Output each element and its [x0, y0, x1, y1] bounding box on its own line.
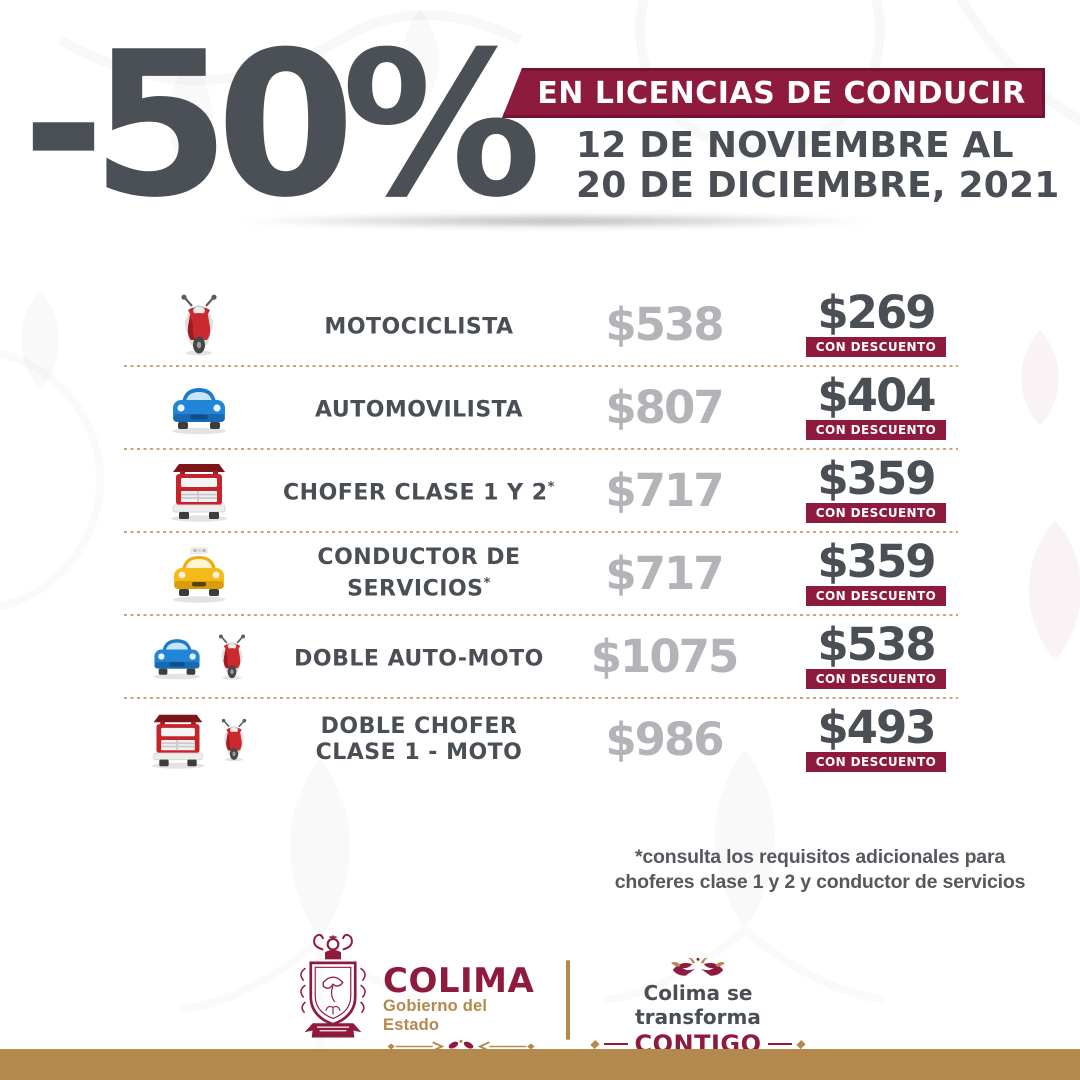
car-icon	[167, 381, 231, 435]
license-label: CHOFER CLASE 1 Y 2	[283, 480, 548, 506]
footnote-line-1: *consulta los requisitos adicionales par…	[634, 846, 1005, 868]
date-line-1: 12 DE NOVIEMBRE AL	[576, 125, 1014, 166]
asterisk: *	[483, 575, 491, 591]
discount-price: $538	[817, 618, 936, 671]
date-line-2: 20 DE DICIEMBRE, 2021	[576, 165, 1060, 206]
discount-badge: CON DESCUENTO	[805, 420, 947, 440]
footer-divider	[566, 960, 570, 1040]
regular-price: $717	[605, 464, 724, 517]
header-shadow	[105, 211, 1005, 231]
discount-price: $493	[817, 701, 936, 754]
footnote-line-2: choferes clase 1 y 2 y conductor de serv…	[614, 871, 1026, 893]
license-label: DOBLE AUTO-MOTO	[294, 646, 544, 672]
government-brand: COLIMA Gobierno del Estado	[383, 961, 543, 1055]
truck-icon	[148, 711, 208, 769]
regular-price: $1075	[590, 630, 740, 683]
car-icon	[149, 633, 205, 680]
license-label: AUTOMOVILISTA	[314, 397, 523, 423]
license-label: MOTOCICLISTA	[324, 314, 514, 340]
brand-name: COLIMA	[383, 961, 535, 1001]
discount-price: $359	[817, 535, 936, 588]
footer-gold-bar	[0, 1049, 1080, 1080]
birds-ornament-icon	[669, 955, 727, 979]
asterisk: *	[547, 479, 555, 495]
license-label-line1: DOBLE CHOFER	[320, 713, 518, 739]
table-row-chofer: CHOFER CLASE 1 Y 2* $717 $359 CON DESCUE…	[124, 449, 958, 533]
discount-badge: CON DESCUENTO	[805, 669, 947, 689]
footnote: *consulta los requisitos adicionales par…	[600, 845, 1040, 895]
license-label-line2: CLASE 1 - MOTO	[315, 739, 523, 765]
discount-badge: CON DESCUENTO	[805, 337, 947, 357]
discount-badge: CON DESCUENTO	[805, 503, 947, 523]
line-ornament	[767, 1043, 793, 1045]
colima-coat-of-arms	[293, 931, 373, 1041]
discount-badge: CON DESCUENTO	[805, 752, 947, 772]
table-row-motociclista: MOTOCICLISTA $538 $269 CON DESCUENTO	[124, 283, 958, 367]
regular-price: $807	[605, 381, 724, 434]
table-row-conductor-servicios: CONDUCTOR DE SERVICIOS* $717 $359 CON DE…	[124, 532, 958, 616]
brand-subtitle: Gobierno del Estado	[383, 997, 488, 1034]
discount-price: $404	[817, 369, 936, 422]
regular-price: $538	[605, 298, 724, 351]
footer: COLIMA Gobierno del Estado Colima se tra…	[0, 925, 1080, 1057]
discount-percentage: -50%	[22, 9, 542, 242]
table-row-doble-chofer-moto: DOBLE CHOFER CLASE 1 - MOTO $986 $493 CO…	[124, 698, 958, 781]
taxi-icon	[168, 545, 230, 603]
diamond-ornament	[796, 1039, 806, 1049]
discount-badge: CON DESCUENTO	[805, 586, 947, 606]
table-row-automovilista: AUTOMOVILISTA $807 $404 CON DESCUENTO	[124, 366, 958, 450]
motorcycle-icon	[176, 294, 222, 356]
regular-price: $717	[605, 547, 724, 600]
license-label: CONDUCTOR DE SERVICIOS	[317, 544, 521, 602]
license-price-table: MOTOCICLISTA $538 $269 CON DESCUENTO AUT…	[124, 283, 958, 781]
regular-price: $986	[605, 713, 724, 766]
motorcycle-icon	[218, 718, 250, 762]
state-slogan: Colima se transforma CONTIGO	[590, 955, 806, 1057]
line-ornament	[603, 1043, 629, 1045]
promo-dates: 12 DE NOVIEMBRE AL 20 DE DICIEMBRE, 2021	[576, 126, 1060, 206]
banner-label: EN LICENCIAS DE CONDUCIR	[537, 75, 1026, 111]
discount-price: $359	[817, 452, 936, 505]
motorcycle-icon	[215, 634, 249, 680]
discount-banner: EN LICENCIAS DE CONDUCIR	[502, 68, 1045, 118]
table-row-doble-auto-moto: DOBLE AUTO-MOTO $1075 $538 CON DESCUENTO	[124, 615, 958, 699]
slogan-line-1: Colima se transforma	[635, 981, 761, 1029]
truck-icon	[167, 460, 231, 522]
discount-price: $269	[817, 286, 936, 339]
diamond-ornament	[590, 1039, 600, 1049]
